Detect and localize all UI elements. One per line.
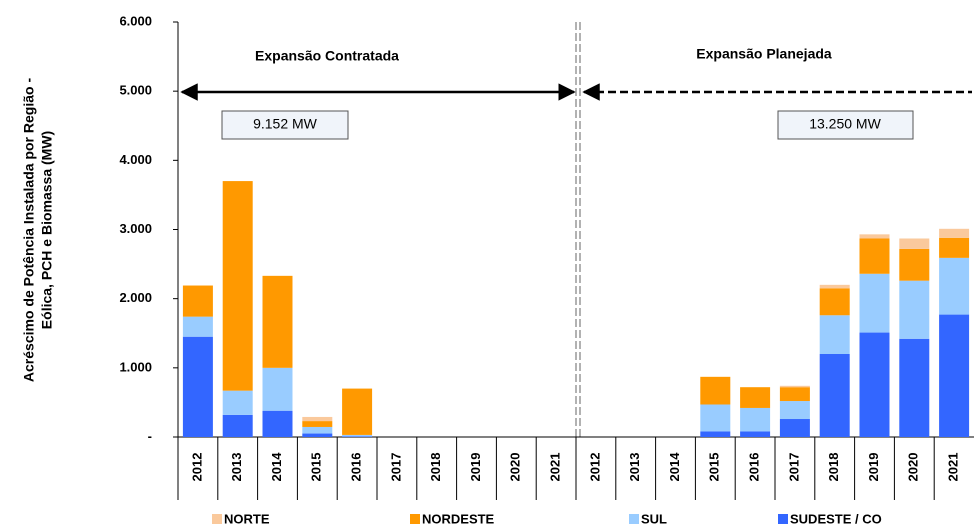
- bar: [262, 367, 293, 411]
- bar: [222, 414, 253, 437]
- legend-swatch: [410, 514, 420, 524]
- annotation: 9.152 MW: [253, 116, 318, 132]
- legend-swatch: [212, 514, 222, 524]
- bar: [779, 419, 810, 437]
- bar: [302, 421, 333, 427]
- x-tick-label: 2015: [707, 453, 722, 482]
- bar: [939, 228, 970, 238]
- bar: [302, 416, 333, 422]
- x-tick-label: 2021: [946, 453, 961, 482]
- x-tick-label: 2012: [587, 453, 602, 482]
- bar: [262, 410, 293, 437]
- bar: [700, 376, 731, 405]
- x-tick-label: 2016: [747, 453, 762, 482]
- y-axis-label: Acréscimo de Potência Instalada por Regi…: [21, 78, 37, 383]
- bar: [700, 404, 731, 432]
- bar: [859, 234, 890, 239]
- bar: [779, 401, 810, 420]
- bar: [342, 434, 373, 437]
- bar: [342, 436, 373, 437]
- bar: [939, 257, 970, 315]
- bar: [302, 426, 333, 434]
- bar: [262, 275, 293, 368]
- x-tick-label: 2019: [866, 453, 881, 482]
- bar: [819, 354, 850, 437]
- x-tick-label: 2014: [269, 452, 284, 482]
- y-tick-label: 6.000: [119, 13, 152, 28]
- bar: [899, 248, 930, 281]
- bar: [779, 385, 810, 388]
- bar: [819, 284, 850, 289]
- legend-label: SUL: [641, 511, 667, 526]
- annotation: Expansão Contratada: [255, 48, 399, 64]
- bar: [899, 238, 930, 249]
- bar: [740, 407, 771, 432]
- legend-label: NORDESTE: [422, 511, 495, 526]
- bar: [939, 237, 970, 258]
- annotation-box: [221, 110, 349, 140]
- x-tick-label: 2018: [428, 453, 443, 482]
- y-tick-label: 2.000: [119, 290, 152, 305]
- y-axis-label: Eólica, PCH e Biomassa (MW): [39, 131, 55, 329]
- bar: [740, 431, 771, 437]
- x-tick-label: 2014: [667, 452, 682, 482]
- x-tick-label: 2012: [189, 453, 204, 482]
- bar: [740, 387, 771, 408]
- x-tick-label: 2017: [388, 453, 403, 482]
- y-tick-label: 4.000: [119, 152, 152, 167]
- bar: [182, 316, 213, 337]
- y-tick-label: 1.000: [119, 359, 152, 374]
- x-tick-label: 2016: [349, 453, 364, 482]
- bar: [700, 431, 731, 437]
- bar: [859, 332, 890, 437]
- x-tick-label: 2015: [309, 453, 324, 482]
- bar: [939, 314, 970, 437]
- bar: [222, 181, 253, 391]
- bar: [819, 288, 850, 316]
- x-tick-label: 2019: [468, 453, 483, 482]
- bar: [182, 336, 213, 437]
- bar: [222, 390, 253, 415]
- y-tick-label: -: [148, 428, 152, 443]
- y-tick-label: 3.000: [119, 221, 152, 236]
- x-tick-label: 2017: [786, 453, 801, 482]
- x-tick-label: 2021: [548, 453, 563, 482]
- bar: [859, 273, 890, 333]
- x-tick-label: 2013: [627, 453, 642, 482]
- x-tick-label: 2020: [906, 453, 921, 482]
- bar: [899, 280, 930, 339]
- legend-label: NORTE: [224, 511, 270, 526]
- bar: [859, 238, 890, 274]
- bar: [819, 315, 850, 354]
- bar: [779, 387, 810, 402]
- bar: [342, 388, 373, 435]
- annotation: 13.250 MW: [809, 116, 881, 132]
- legend-label: SUDESTE / CO: [790, 511, 882, 526]
- y-tick-label: 5.000: [119, 83, 152, 98]
- x-tick-label: 2020: [508, 453, 523, 482]
- bar: [182, 285, 213, 317]
- x-tick-label: 2018: [826, 453, 841, 482]
- bar: [302, 433, 333, 437]
- annotation: Expansão Planejada: [696, 46, 832, 62]
- bar: [899, 338, 930, 437]
- legend-swatch: [778, 514, 788, 524]
- legend-swatch: [629, 514, 639, 524]
- x-tick-label: 2013: [229, 453, 244, 482]
- annotation-box: [777, 110, 914, 140]
